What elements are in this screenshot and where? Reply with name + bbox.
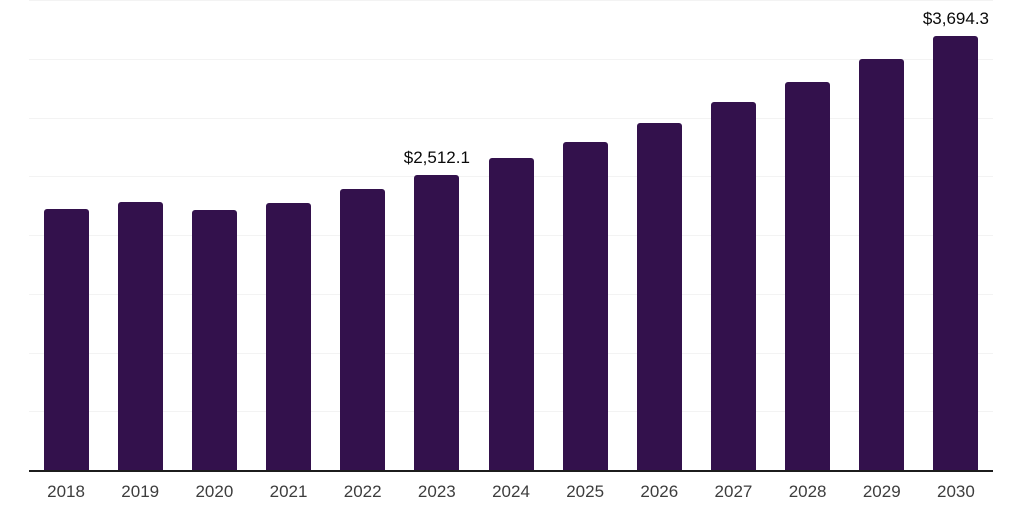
bar-value-label-2023: $2,512.1 [403, 148, 470, 168]
x-tick-2028: 2028 [788, 482, 827, 501]
bar-2023 [414, 174, 460, 470]
bar-2021 [266, 202, 312, 470]
bar-2022 [340, 189, 386, 470]
bar-2028 [785, 81, 831, 470]
gridline-3500 [29, 58, 993, 60]
x-tick-2023: 2023 [417, 482, 456, 501]
x-tick-2027: 2027 [714, 482, 753, 501]
x-tick-2018: 2018 [47, 482, 85, 501]
x-tick-2029: 2029 [862, 482, 901, 501]
x-tick-2030: 2030 [937, 482, 975, 501]
x-tick-2021: 2021 [269, 482, 308, 501]
bar-2025 [562, 141, 608, 470]
bar-2030 [933, 35, 979, 470]
bar-value-label-2030: $3,694.3 [922, 9, 990, 29]
bar-2019 [117, 202, 163, 470]
x-tick-2025: 2025 [566, 482, 605, 501]
x-axis-labels: 2018 2019 2020 2021 2022 2023 2024 2025 2026 2027… [29, 482, 993, 505]
x-tick-2022: 2022 [343, 482, 382, 501]
bar-2026 [636, 122, 682, 470]
x-tick-2024: 2024 [492, 482, 530, 501]
bar-2024 [488, 158, 534, 470]
bar-2020 [191, 209, 237, 470]
x-axis-line [29, 470, 993, 472]
x-tick-2019: 2019 [121, 482, 160, 501]
gridline-4000 [29, 0, 993, 1]
bar-2029 [859, 59, 905, 470]
bar-2027 [710, 102, 756, 470]
plot-area: $2,512.1 $3,694.3 [29, 0, 993, 472]
x-tick-2020: 2020 [195, 482, 234, 501]
bar-2018 [43, 208, 89, 470]
gridline-3000 [29, 117, 993, 119]
x-tick-2026: 2026 [640, 482, 679, 501]
